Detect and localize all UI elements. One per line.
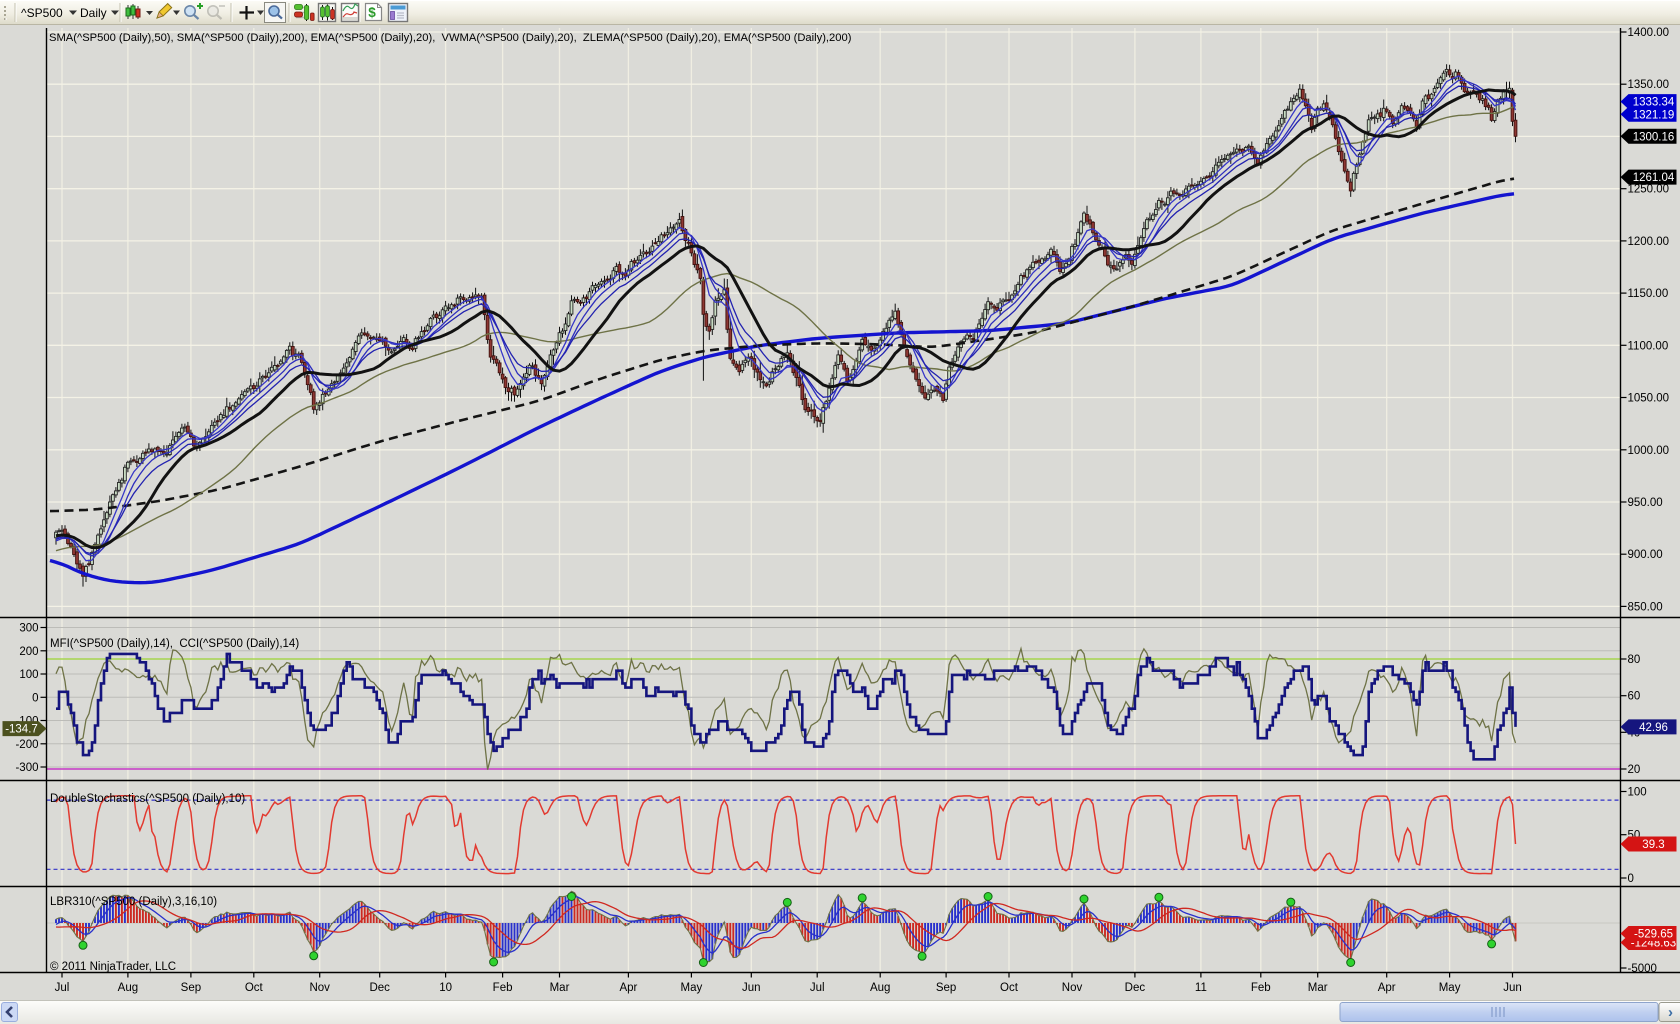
svg-text:1250.00: 1250.00	[1628, 184, 1670, 196]
svg-text:80: 80	[1628, 654, 1641, 666]
svg-text:42.96: 42.96	[1639, 722, 1668, 734]
svg-text:1000.00: 1000.00	[1628, 445, 1670, 457]
svg-text:Jun: Jun	[742, 982, 761, 994]
svg-text:Mar: Mar	[550, 982, 570, 994]
svg-text:Sep: Sep	[181, 982, 201, 994]
svg-text:-200: -200	[15, 739, 38, 751]
svg-text:SMA(^SP500 (Daily),50), SMA(^S: SMA(^SP500 (Daily),50), SMA(^SP500 (Dail…	[49, 32, 852, 44]
svg-text:Nov: Nov	[1062, 982, 1083, 994]
svg-text:Apr: Apr	[619, 982, 637, 994]
svg-text:1300.16: 1300.16	[1633, 131, 1675, 143]
svg-text:Dec: Dec	[369, 982, 390, 994]
svg-text:0: 0	[1628, 873, 1634, 885]
svg-text:1100.00: 1100.00	[1628, 340, 1669, 352]
svg-text:Feb: Feb	[1251, 982, 1271, 994]
svg-text:1200.00: 1200.00	[1628, 236, 1670, 248]
svg-text:Mar: Mar	[1308, 982, 1328, 994]
svg-text:Aug: Aug	[870, 982, 890, 994]
svg-text:© 2011 NinjaTrader, LLC: © 2011 NinjaTrader, LLC	[50, 961, 176, 973]
svg-text:Daily: Daily	[80, 6, 107, 20]
svg-text:May: May	[681, 982, 703, 994]
svg-text:-529.65: -529.65	[1634, 929, 1673, 941]
svg-text:1333.34: 1333.34	[1633, 97, 1675, 109]
svg-text:Jun: Jun	[1503, 982, 1522, 994]
svg-text:Apr: Apr	[1378, 982, 1396, 994]
svg-text:60: 60	[1628, 691, 1641, 703]
svg-text:Jul: Jul	[55, 982, 70, 994]
svg-text:11: 11	[1195, 982, 1207, 994]
svg-text:900.00: 900.00	[1628, 549, 1663, 561]
svg-text:DoubleStochastics(^SP500 (Dail: DoubleStochastics(^SP500 (Daily),10)	[50, 793, 245, 805]
svg-text:1150.00: 1150.00	[1628, 288, 1669, 300]
svg-text:850.00: 850.00	[1628, 601, 1663, 613]
svg-text:200: 200	[19, 646, 38, 658]
svg-text:Oct: Oct	[1000, 982, 1019, 994]
svg-text:May: May	[1439, 982, 1461, 994]
svg-text:1400.00: 1400.00	[1628, 27, 1670, 39]
svg-text:10: 10	[439, 982, 452, 994]
svg-text:300: 300	[19, 623, 38, 635]
svg-text:-134.7: -134.7	[5, 724, 38, 736]
svg-text:$: $	[368, 5, 376, 20]
svg-text:Oct: Oct	[245, 982, 264, 994]
svg-text:Jul: Jul	[810, 982, 825, 994]
svg-text:Dec: Dec	[1125, 982, 1146, 994]
svg-text:100: 100	[1628, 787, 1647, 799]
svg-text:Aug: Aug	[118, 982, 138, 994]
svg-text:Feb: Feb	[493, 982, 513, 994]
svg-text:950.00: 950.00	[1628, 497, 1663, 509]
svg-text:100: 100	[19, 669, 38, 681]
svg-text:20: 20	[1628, 764, 1641, 776]
svg-text:0: 0	[32, 692, 38, 704]
svg-text:›: ›	[1668, 1004, 1673, 1021]
svg-text:^SP500: ^SP500	[21, 6, 63, 20]
svg-text:Sep: Sep	[936, 982, 956, 994]
svg-text:39.3: 39.3	[1642, 839, 1664, 851]
svg-text:1050.00: 1050.00	[1628, 393, 1670, 405]
svg-text:1261.04: 1261.04	[1633, 172, 1675, 184]
svg-text:Nov: Nov	[309, 982, 330, 994]
svg-text:1350.00: 1350.00	[1628, 79, 1670, 91]
svg-text:1321.19: 1321.19	[1633, 109, 1675, 121]
svg-text:-5000: -5000	[1628, 963, 1657, 975]
svg-text:-300: -300	[15, 762, 38, 774]
svg-text:LBR310(^SP500 (Daily),3,16,10): LBR310(^SP500 (Daily),3,16,10)	[50, 896, 217, 908]
svg-text:MFI(^SP500 (Daily),14), CCI(^: MFI(^SP500 (Daily),14), CCI(^SP500 (Dail…	[50, 638, 299, 650]
